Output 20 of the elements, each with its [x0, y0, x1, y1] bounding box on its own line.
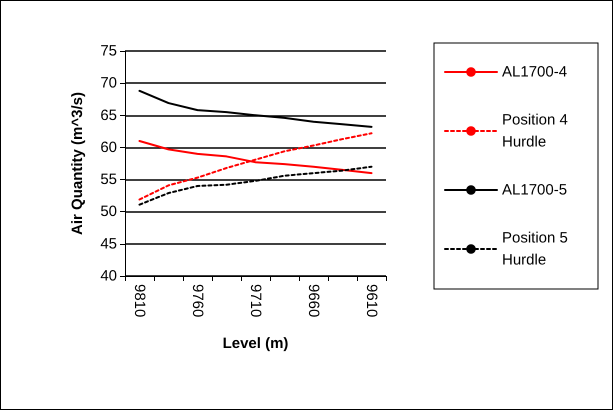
x-tick-label: 9710 — [247, 284, 264, 318]
y-axis-title: Air Quantity (m^3/s) — [69, 92, 86, 235]
y-tick-label: 50 — [100, 203, 117, 220]
x-axis-title: Level (m) — [222, 335, 288, 352]
y-tick-label: 60 — [100, 138, 117, 156]
x-tick-label: 9660 — [305, 284, 322, 318]
x-tick-label: 9810 — [131, 284, 148, 318]
y-tick-label: 45 — [100, 235, 117, 252]
line-series — [138, 132, 372, 200]
legend-label: Position 4 Hurdle — [502, 112, 572, 150]
x-tick-label: 9760 — [189, 284, 206, 318]
legend-label: AL1700-4 — [502, 64, 568, 80]
y-tick-label: 70 — [100, 74, 117, 92]
y-tick-label: 65 — [100, 106, 117, 124]
x-tick-label: 9610 — [363, 284, 380, 318]
y-tick-label: 75 — [100, 42, 117, 60]
legend-label: Position 5 Hurdle — [502, 230, 572, 268]
y-tick-label: 55 — [100, 171, 117, 188]
legend-label: AL1700-5 — [502, 182, 568, 198]
y-tick-label: 40 — [100, 268, 117, 284]
